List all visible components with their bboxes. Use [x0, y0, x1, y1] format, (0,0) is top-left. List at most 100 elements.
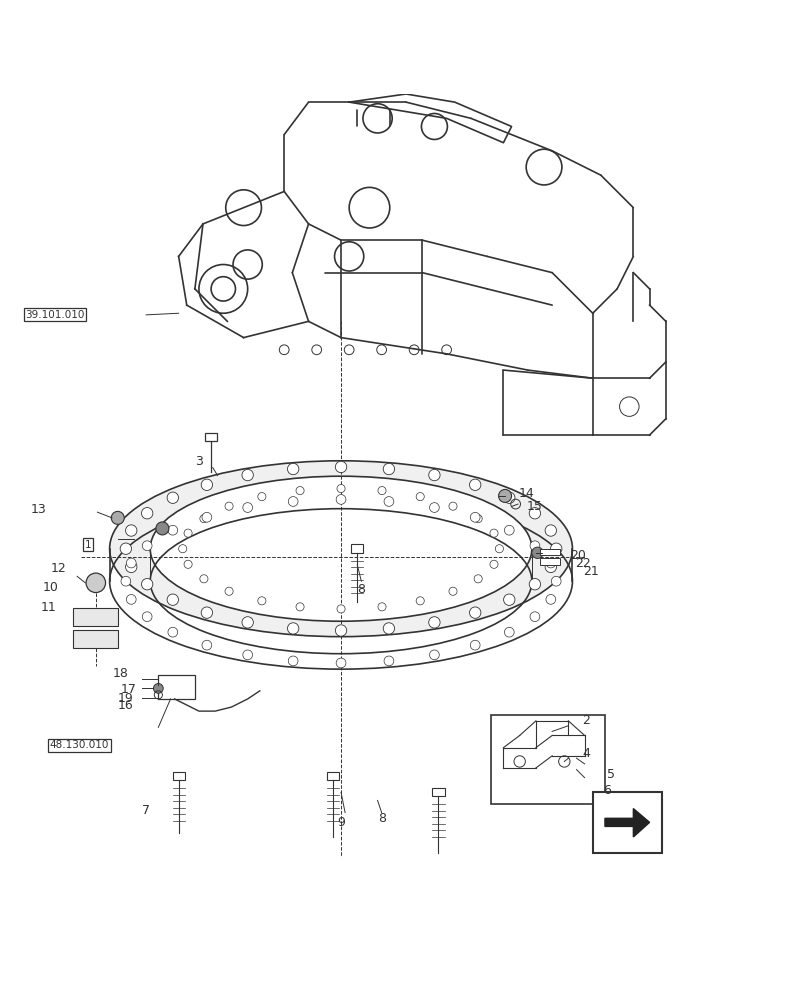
Text: 48.130.010: 48.130.010	[49, 740, 109, 750]
Circle shape	[384, 656, 393, 666]
Circle shape	[498, 489, 511, 502]
Circle shape	[202, 640, 212, 650]
Circle shape	[529, 579, 540, 590]
Text: 3: 3	[195, 455, 203, 468]
Bar	[158, 675, 195, 699]
Circle shape	[287, 623, 298, 634]
Bar	[350, 544, 363, 553]
Circle shape	[225, 587, 233, 595]
Circle shape	[448, 502, 457, 510]
Circle shape	[242, 503, 252, 512]
Circle shape	[377, 603, 385, 611]
Text: 11: 11	[41, 601, 57, 614]
Circle shape	[242, 650, 252, 660]
Circle shape	[201, 479, 212, 490]
Circle shape	[415, 597, 424, 605]
Circle shape	[168, 627, 178, 637]
Bar	[205, 433, 217, 441]
Circle shape	[428, 469, 440, 481]
Text: 7: 7	[142, 804, 150, 817]
Circle shape	[530, 541, 539, 551]
Circle shape	[415, 493, 424, 501]
Circle shape	[383, 463, 394, 475]
Circle shape	[544, 561, 556, 573]
Circle shape	[545, 595, 555, 604]
Circle shape	[384, 497, 393, 506]
Circle shape	[529, 508, 540, 519]
Circle shape	[178, 545, 187, 553]
Circle shape	[142, 612, 152, 622]
Circle shape	[531, 547, 543, 558]
Circle shape	[225, 502, 233, 510]
Circle shape	[544, 525, 556, 536]
Circle shape	[167, 492, 178, 503]
Circle shape	[489, 560, 497, 568]
Circle shape	[503, 492, 514, 503]
Text: 1: 1	[84, 540, 91, 550]
Bar	[539, 558, 560, 565]
Circle shape	[141, 579, 152, 590]
Circle shape	[530, 612, 539, 622]
Circle shape	[153, 684, 163, 693]
Circle shape	[142, 541, 152, 551]
Circle shape	[429, 650, 439, 660]
Circle shape	[202, 512, 212, 522]
Circle shape	[504, 525, 513, 535]
Text: 10: 10	[42, 581, 58, 594]
Circle shape	[428, 617, 440, 628]
Text: 2: 2	[581, 714, 590, 727]
Circle shape	[200, 575, 208, 583]
Circle shape	[184, 560, 192, 568]
Text: 15: 15	[526, 500, 542, 513]
Circle shape	[474, 515, 482, 523]
Circle shape	[550, 543, 561, 554]
Circle shape	[120, 543, 131, 554]
Circle shape	[127, 595, 136, 604]
Text: 4: 4	[581, 747, 590, 760]
Text: 5: 5	[606, 768, 614, 781]
Circle shape	[469, 479, 480, 490]
Polygon shape	[604, 809, 649, 837]
Circle shape	[545, 558, 555, 568]
Circle shape	[288, 497, 298, 506]
Bar	[539, 549, 560, 555]
Circle shape	[111, 511, 124, 524]
Text: 17: 17	[120, 683, 136, 696]
Circle shape	[288, 656, 298, 666]
Circle shape	[469, 607, 480, 618]
Text: 21: 21	[582, 565, 599, 578]
Circle shape	[336, 658, 345, 668]
Circle shape	[86, 573, 105, 593]
Circle shape	[287, 463, 298, 475]
Text: 13: 13	[31, 503, 47, 516]
Circle shape	[184, 529, 192, 537]
Bar	[172, 772, 184, 780]
Bar	[592, 792, 661, 853]
Bar	[431, 788, 444, 796]
Circle shape	[377, 487, 385, 495]
Circle shape	[335, 625, 346, 636]
Ellipse shape	[150, 476, 531, 621]
Bar	[326, 772, 338, 780]
Circle shape	[127, 558, 136, 568]
Text: 18: 18	[112, 667, 128, 680]
Circle shape	[296, 603, 304, 611]
Circle shape	[167, 594, 178, 605]
Ellipse shape	[109, 461, 572, 637]
Circle shape	[337, 484, 345, 493]
Circle shape	[503, 594, 514, 605]
Circle shape	[126, 561, 137, 573]
Circle shape	[383, 623, 394, 634]
Circle shape	[336, 495, 345, 504]
Circle shape	[156, 522, 169, 535]
Circle shape	[495, 545, 503, 553]
Circle shape	[242, 617, 253, 628]
Circle shape	[470, 640, 479, 650]
Text: 19: 19	[118, 692, 134, 705]
Circle shape	[335, 461, 346, 473]
Bar	[491, 715, 604, 804]
Bar	[73, 608, 118, 626]
Text: 39.101.010: 39.101.010	[25, 310, 85, 320]
Text: 6: 6	[603, 784, 611, 797]
Circle shape	[429, 503, 439, 512]
